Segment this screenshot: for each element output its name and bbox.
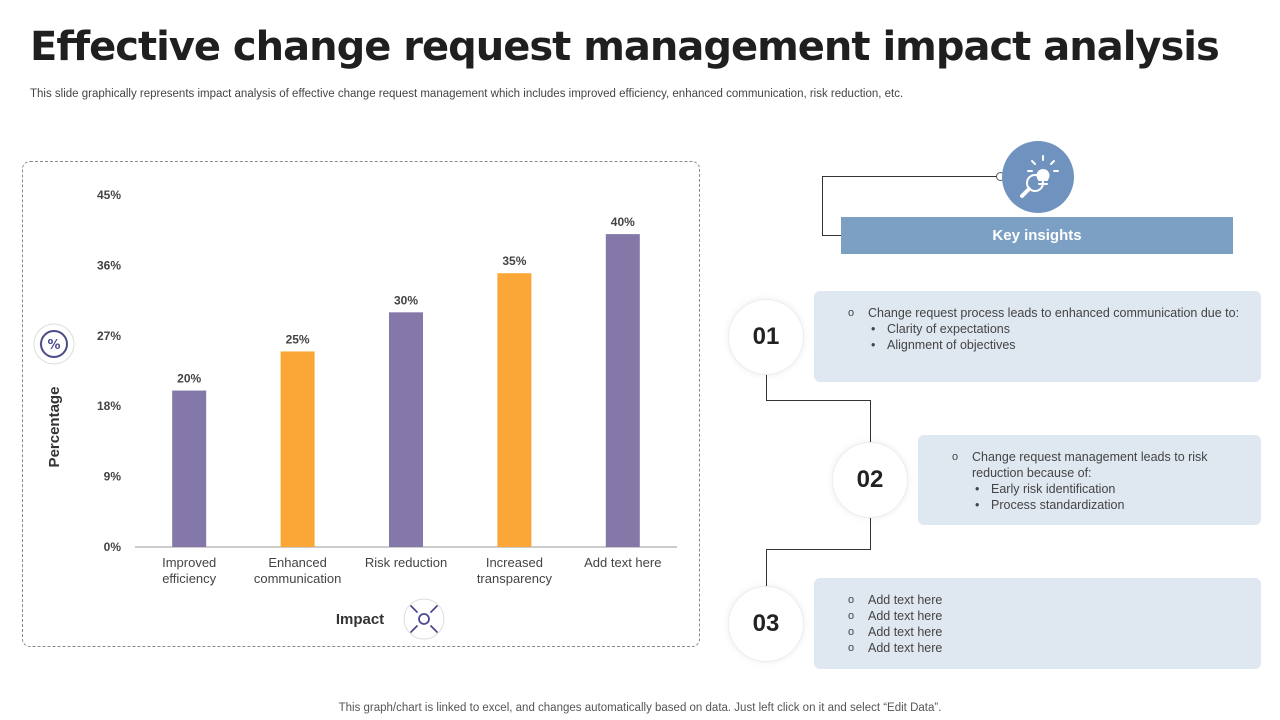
insight-text: Change request management leads to risk … xyxy=(952,449,1243,513)
connector-line xyxy=(822,176,823,236)
x-tick-label: Enhanced communication xyxy=(254,555,341,586)
x-tick-label-line: transparency xyxy=(477,571,553,586)
chart-container[interactable]: 0% 9% 18% 27% 36% 45% 20% Improved efficiency 25%… xyxy=(22,161,700,647)
insight-subpoint: Early risk identification xyxy=(972,481,1243,497)
step-number-02: 02 xyxy=(833,443,907,517)
page-title: Effective change request management impa… xyxy=(30,24,1220,70)
impact-arrows-icon xyxy=(403,598,445,640)
connector-line xyxy=(766,549,871,550)
bar xyxy=(280,351,315,547)
x-tick-label-line: Add text here xyxy=(584,555,661,570)
connector-line xyxy=(822,176,998,177)
y-tick-label: 0% xyxy=(104,540,122,554)
x-tick-label-line: communication xyxy=(254,571,341,586)
insight-text: Add text here xyxy=(848,608,1243,624)
key-insights-header: Key insights xyxy=(841,217,1233,254)
x-axis-title: Impact xyxy=(336,611,384,628)
x-tick-label: Increased transparency xyxy=(477,555,553,586)
impact-arrows-icon-core xyxy=(418,613,430,625)
y-tick-label: 9% xyxy=(104,470,122,484)
connector-line xyxy=(870,517,871,550)
y-tick-label: 45% xyxy=(97,188,121,202)
lightbulb-search-icon xyxy=(1020,155,1059,198)
bar xyxy=(172,390,207,547)
x-tick-label-line: Improved xyxy=(162,555,216,570)
insight-text: Add text here xyxy=(848,624,1243,640)
impact-bar-chart[interactable]: 0% 9% 18% 27% 36% 45% 20% Improved efficiency 25%… xyxy=(23,162,701,648)
impact-arrow xyxy=(410,625,418,633)
x-tick-label-line: efficiency xyxy=(162,571,216,586)
x-tick-label: Improved efficiency xyxy=(162,555,217,586)
percent-icon-glyph: % xyxy=(47,338,60,353)
x-tick-label-line: Increased xyxy=(486,555,543,570)
insight-card-01: Change request process leads to enhanced… xyxy=(814,291,1261,382)
connector-line xyxy=(870,400,871,444)
x-tick-label: Add text here xyxy=(584,555,661,570)
percent-icon xyxy=(33,323,75,365)
y-tick-label: 18% xyxy=(97,399,121,413)
insight-card-03: Add text here Add text here Add text her… xyxy=(814,578,1261,669)
insight-card-02: Change request management leads to risk … xyxy=(918,435,1261,525)
y-tick-label: 36% xyxy=(97,258,121,272)
page-subtitle: This slide graphically represents impact… xyxy=(30,88,904,100)
impact-arrow xyxy=(410,605,418,613)
connector-line xyxy=(766,549,767,587)
insight-text: Add text here xyxy=(848,592,1243,608)
impact-arrow xyxy=(430,605,438,613)
footer-note: This graph/chart is linked to excel, and… xyxy=(338,702,942,714)
data-label: 25% xyxy=(286,332,310,346)
connector-line xyxy=(766,400,871,401)
bar xyxy=(497,273,532,547)
step-number-03: 03 xyxy=(729,587,803,661)
insight-subpoint: Alignment of objectives xyxy=(868,337,1243,353)
y-axis-title: Percentage xyxy=(46,387,63,468)
data-label: 30% xyxy=(394,293,418,307)
key-insights-icon-circle xyxy=(1002,141,1074,213)
x-tick-label-line: Enhanced xyxy=(268,555,327,570)
connector-line xyxy=(822,235,842,236)
data-label: 40% xyxy=(611,215,635,229)
impact-arrow xyxy=(430,625,438,633)
data-label: 35% xyxy=(502,254,526,268)
y-tick-label: 27% xyxy=(97,329,121,343)
bar xyxy=(389,312,423,547)
connector-line xyxy=(766,374,767,401)
x-tick-label-line: Risk reduction xyxy=(365,555,447,570)
insight-subpoint: Clarity of expectations xyxy=(868,321,1243,337)
step-number-01: 01 xyxy=(729,300,803,374)
bar xyxy=(605,234,640,547)
insight-subpoint: Process standardization xyxy=(972,497,1243,513)
percent-icon-ring xyxy=(40,330,68,358)
x-tick-label: Risk reduction xyxy=(365,555,447,570)
insight-text: Change request process leads to enhanced… xyxy=(848,305,1243,353)
insight-text: Add text here xyxy=(848,640,1243,656)
data-label: 20% xyxy=(177,372,201,386)
